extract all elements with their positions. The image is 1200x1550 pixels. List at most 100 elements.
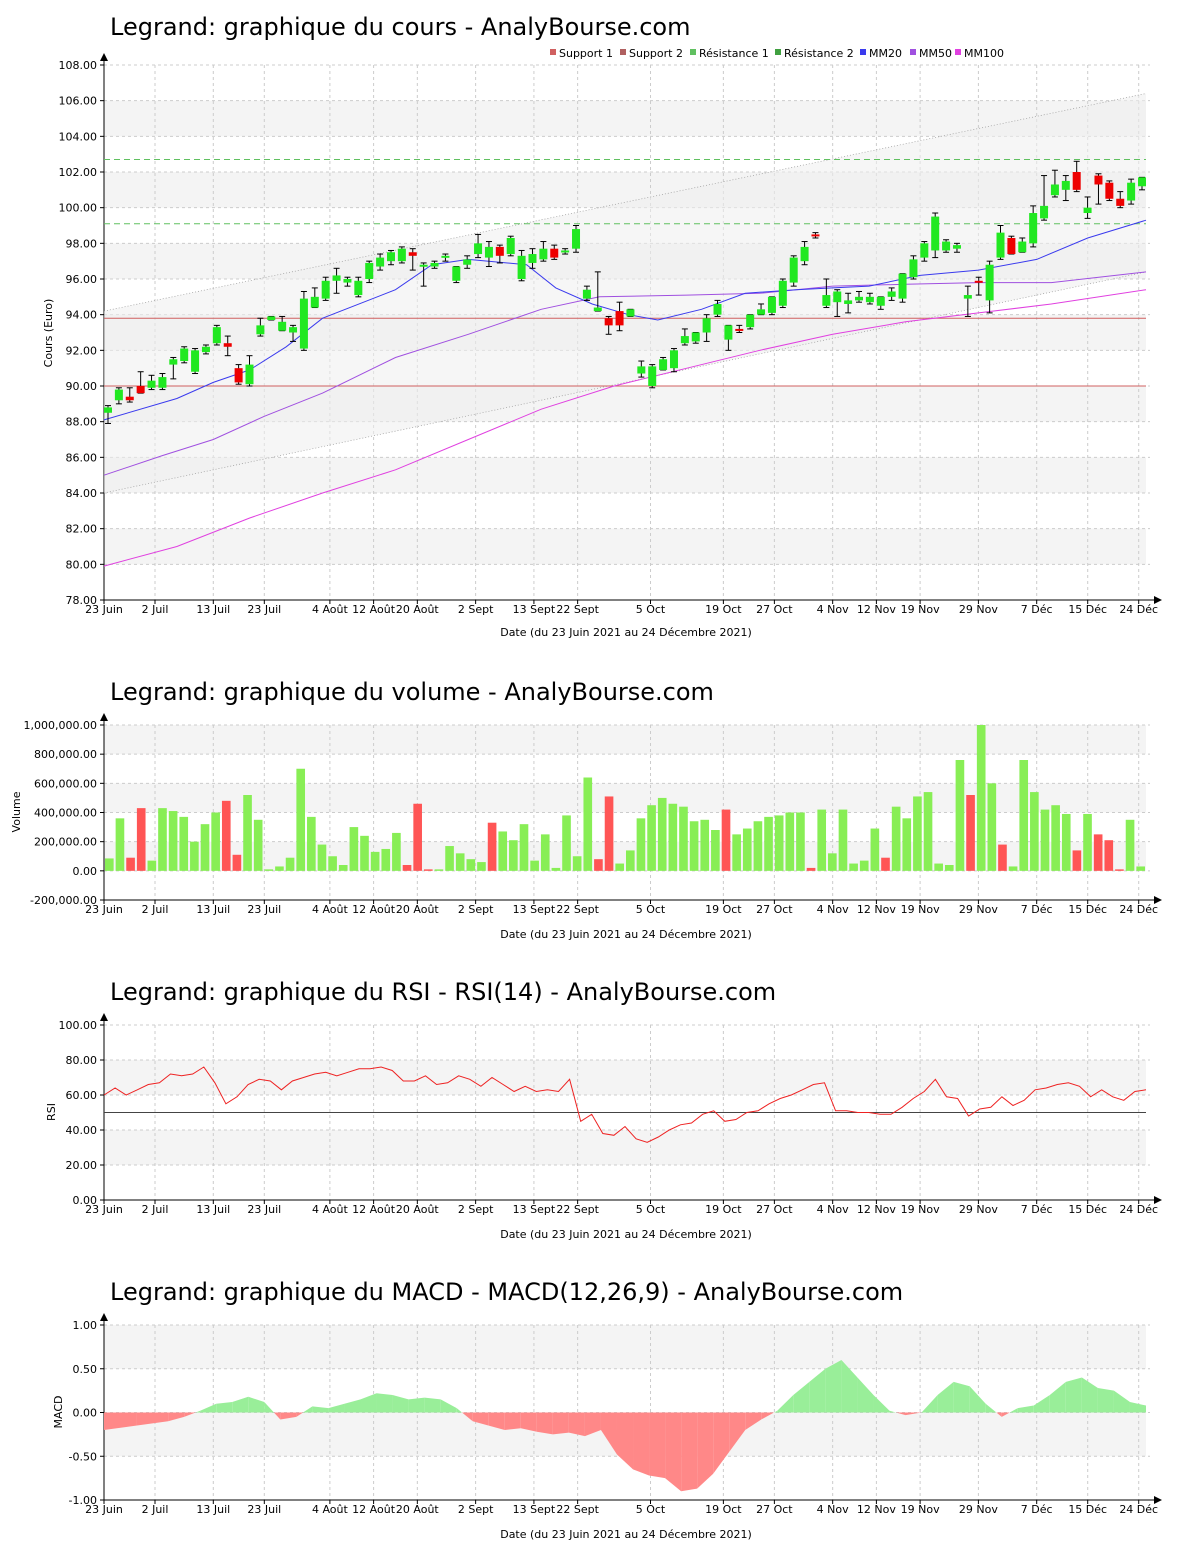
macd-area-segment — [809, 1368, 826, 1413]
macd-area-segment — [1129, 1402, 1146, 1413]
volume-bar — [381, 848, 391, 871]
candle-body — [637, 366, 646, 374]
volume-bar — [923, 792, 933, 871]
rsi-tick-label-y: 20.00 — [66, 1159, 98, 1172]
volume-y-axis-label: Volume — [10, 791, 23, 832]
price-tick-label-y: 102.00 — [59, 166, 98, 179]
macd-area-segment — [168, 1412, 185, 1422]
volume-bar — [934, 863, 943, 871]
candle-body — [1007, 237, 1016, 255]
price-tick-label-y: 106.00 — [59, 95, 98, 108]
volume-bar — [1072, 850, 1082, 871]
price-tick-label-x: 13 Sept — [513, 603, 556, 616]
volume-bar — [360, 835, 369, 871]
macd-area-segment — [136, 1412, 169, 1426]
macd-area-segment — [408, 1397, 425, 1413]
volume-bar — [1051, 805, 1060, 871]
macd-tick-label-x: 22 Sept — [556, 1503, 599, 1516]
volume-tick-label-x: 12 Nov — [857, 903, 896, 916]
candle-body — [800, 246, 809, 262]
price-band — [104, 457, 1146, 493]
rsi-tick-label-x: 13 Sept — [513, 1203, 556, 1216]
macd-tick-label-x: 5 Oct — [636, 1503, 666, 1516]
volume-band — [104, 725, 1146, 755]
macd-area-segment — [793, 1381, 810, 1413]
volume-tick-label-x: 29 Nov — [959, 903, 998, 916]
candle-body — [1018, 241, 1027, 253]
volume-tick-label-x: 23 Juin — [85, 903, 123, 916]
rsi-tick-label-x: 12 Août — [352, 1203, 396, 1216]
candle-body — [626, 309, 635, 317]
volume-bar — [828, 853, 837, 871]
macd-area-segment — [713, 1412, 730, 1474]
price-tick-label-y: 108.00 — [59, 59, 98, 72]
candle-body — [332, 275, 341, 281]
trend-channel-lower — [103, 271, 1147, 494]
volume-bar — [668, 803, 678, 871]
candle-body — [811, 234, 820, 237]
rsi-tick-label-x: 19 Nov — [901, 1203, 940, 1216]
rsi-tick-label-x: 4 Août — [312, 1203, 349, 1216]
volume-bar — [817, 809, 827, 871]
volume-tick-label-y: 200,000.00 — [34, 836, 97, 849]
volume-bar — [870, 828, 880, 871]
volume-tick-label-x: 2 Juil — [142, 903, 169, 916]
volume-bar — [849, 863, 858, 871]
candle-body — [702, 318, 711, 333]
macd-area-segment — [424, 1397, 441, 1413]
volume-bar — [753, 821, 763, 871]
macd-area-segment — [1081, 1377, 1098, 1413]
macd-area-segment — [633, 1412, 650, 1476]
volume-bar — [764, 816, 773, 871]
macd-tick-label-x: 19 Nov — [901, 1503, 940, 1516]
macd-area-segment — [584, 1412, 601, 1437]
macd-area-segment — [895, 1412, 906, 1416]
volume-tick-label-y: 0.00 — [73, 865, 98, 878]
volume-tick-label-x: 27 Oct — [756, 903, 793, 916]
macd-area-segment — [472, 1412, 489, 1426]
volume-bar — [998, 844, 1007, 871]
volume-bar — [264, 869, 274, 871]
candle-body — [735, 328, 744, 331]
rsi-tick-label-x: 15 Déc — [1068, 1203, 1107, 1216]
macd-area-segment — [312, 1406, 329, 1413]
macd-area-segment — [248, 1396, 265, 1413]
volume-chart-title: Legrand: graphique du volume - AnalyBour… — [110, 678, 714, 706]
candle-body — [125, 396, 134, 401]
candle-body — [822, 295, 831, 306]
candle-body — [397, 248, 406, 262]
candle-body — [887, 291, 896, 297]
mm50-line — [103, 271, 1147, 476]
legend-label: Support 2 — [629, 47, 683, 60]
volume-bar — [796, 812, 805, 871]
rsi-y-axis-label: RSI — [45, 1103, 58, 1121]
macd-area-segment — [745, 1412, 762, 1430]
volume-bar — [615, 863, 624, 871]
candle-body — [1105, 182, 1114, 199]
volume-bar — [551, 867, 561, 871]
macd-area-segment — [273, 1412, 281, 1420]
candle-body — [952, 245, 961, 249]
volume-bar — [689, 821, 699, 871]
rsi-tick-label-x: 22 Sept — [556, 1203, 599, 1216]
price-tick-label-y: 94.00 — [66, 309, 98, 322]
volume-bar — [392, 832, 401, 871]
rsi-tick-label-y: 60.00 — [66, 1089, 98, 1102]
macd-tick-label-x: 4 Nov — [817, 1503, 849, 1516]
volume-bar — [647, 805, 656, 871]
legend-label: MM100 — [964, 47, 1004, 60]
volume-bar — [657, 797, 667, 871]
volume-bar — [1019, 760, 1029, 871]
volume-bar — [1125, 819, 1135, 871]
macd-tick-label-x: 15 Déc — [1068, 1503, 1107, 1516]
candle-body — [1127, 182, 1136, 201]
candle-body — [104, 407, 112, 413]
rsi-band — [104, 1130, 1146, 1165]
candle-body — [256, 325, 265, 335]
macd-tick-label-x: 4 Août — [312, 1503, 349, 1516]
candle-body — [767, 296, 776, 313]
macd-area-segment — [264, 1402, 274, 1413]
volume-tick-label-x: 20 Août — [396, 903, 440, 916]
price-tick-label-x: 2 Juil — [142, 603, 169, 616]
